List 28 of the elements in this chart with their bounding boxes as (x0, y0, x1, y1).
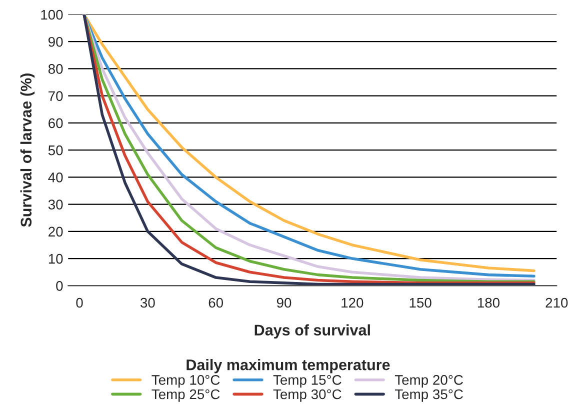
x-tick-label: 0 (76, 298, 83, 308)
legend-title: Daily maximum temperature (186, 359, 390, 374)
y-axis-title: Survival of larvae (%) (20, 74, 35, 227)
y-tick-label: 10 (48, 254, 63, 264)
x-tick-label: 210 (546, 298, 568, 308)
y-tick-label: 20 (48, 226, 63, 237)
y-tick-label: 80 (48, 64, 63, 74)
legend-label: Temp 25°C (152, 389, 220, 402)
y-tick-label: 100 (41, 10, 63, 20)
legend-label: Temp 10°C (152, 375, 220, 388)
x-tick-label: 90 (276, 298, 292, 308)
legend-label: Temp 15°C (273, 375, 342, 388)
x-tick-label: 120 (342, 298, 364, 308)
legend-label: Temp 20°C (394, 375, 463, 388)
y-tick-label: 40 (48, 172, 63, 182)
y-tick-label: 0 (56, 280, 63, 291)
legend-label: Temp 35°C (394, 389, 463, 402)
x-tick-label: 180 (478, 298, 500, 308)
x-tick-label: 30 (140, 298, 155, 308)
y-tick-label: 90 (48, 36, 63, 47)
x-axis-title: Days of survival (254, 324, 370, 339)
y-tick-label: 30 (48, 200, 63, 210)
y-tick-label: 70 (48, 91, 63, 102)
x-tick-label: 150 (410, 298, 432, 308)
y-tick-label: 60 (48, 118, 63, 128)
legend-label: Temp 30°C (273, 389, 342, 402)
x-tick-label: 60 (208, 298, 224, 308)
y-tick-label: 50 (48, 145, 63, 156)
